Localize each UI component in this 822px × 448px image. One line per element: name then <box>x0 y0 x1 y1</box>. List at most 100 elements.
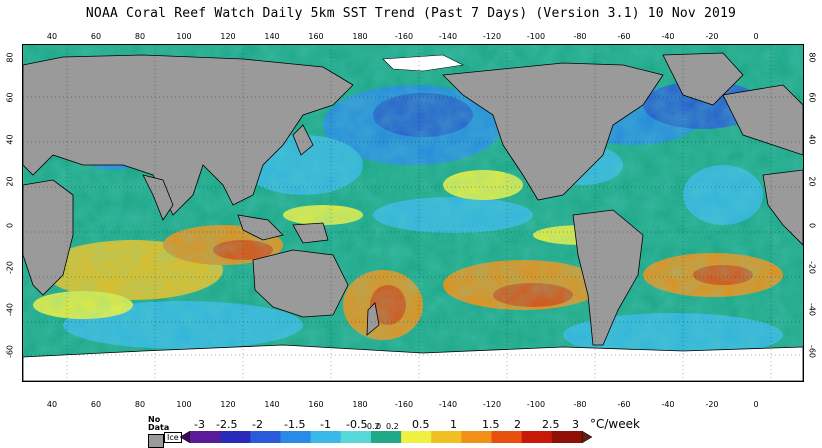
colorbar-segment <box>461 431 493 443</box>
lat-tick-label: -60 <box>807 344 817 359</box>
south-america <box>572 209 644 346</box>
lon-tick-label: -120 <box>482 32 502 41</box>
no-data-label-line1: No <box>148 415 161 424</box>
lon-tick-label: -100 <box>526 32 546 41</box>
lon-tick-label: 140 <box>264 400 280 409</box>
japan <box>292 124 314 156</box>
colorbar-segment <box>551 431 583 443</box>
colorbar-tick-label: 0.2 <box>386 422 399 431</box>
colorbar-segment <box>310 431 342 443</box>
lat-tick-label: -20 <box>807 260 817 275</box>
lon-tick-label: -160 <box>394 32 414 41</box>
lon-tick-label: 60 <box>90 32 102 41</box>
colorbar-segment <box>190 431 221 443</box>
colorbar-segment <box>491 431 523 443</box>
lat-tick-label: 20 <box>807 176 817 187</box>
lat-tick-label: 40 <box>807 134 817 145</box>
lon-tick-label: 40 <box>46 400 58 409</box>
map-title: NOAA Coral Reef Watch Daily 5km SST Tren… <box>85 6 737 21</box>
lon-tick-label: 40 <box>46 32 58 41</box>
colorbar-max-arrow <box>581 431 592 443</box>
map-canvas <box>23 45 803 381</box>
sea-ice-arctic <box>382 54 464 72</box>
colorbar-segment <box>250 431 281 443</box>
africa <box>23 179 74 296</box>
lon-tick-label: -60 <box>617 400 631 409</box>
lat-tick-label: 80 <box>807 52 817 63</box>
colorbar-tick-label: 0 <box>376 422 382 431</box>
lat-tick-label: -20 <box>5 260 15 275</box>
lon-tick-label: -100 <box>526 400 546 409</box>
lon-tick-label: 120 <box>220 32 236 41</box>
colorbar-tick-label: -2.5 <box>216 418 238 431</box>
lat-tick-label: 40 <box>5 134 15 145</box>
lon-tick-label: 140 <box>264 32 280 41</box>
colorbar-tick-label: 2.5 <box>542 418 560 431</box>
lon-tick-label: -140 <box>438 400 458 409</box>
colorbar-segment <box>220 431 251 443</box>
lat-tick-label: 60 <box>5 92 15 103</box>
lat-tick-label: 0 <box>5 222 15 229</box>
colorbar-tick-label: 1.5 <box>482 418 500 431</box>
graticule <box>23 45 803 381</box>
lon-tick-label: -60 <box>617 32 631 41</box>
colorbar-segment <box>370 431 402 443</box>
colorbar-segment <box>340 431 372 443</box>
eurasia <box>23 54 354 216</box>
lon-tick-label: 80 <box>134 32 146 41</box>
lat-tick-label: 0 <box>807 222 817 229</box>
lon-tick-label: -40 <box>661 32 675 41</box>
india <box>142 174 174 221</box>
colorbar-segment <box>431 431 462 443</box>
lon-tick-label: 100 <box>176 32 192 41</box>
lon-tick-label: 180 <box>352 400 368 409</box>
lat-tick-label: 80 <box>5 52 15 63</box>
colorbar-unit: °C/week <box>590 417 640 431</box>
lon-tick-label: -80 <box>573 32 587 41</box>
indonesia <box>237 214 284 241</box>
lon-tick-label: -120 <box>482 400 502 409</box>
lon-tick-label: -20 <box>705 32 719 41</box>
lat-tick-label: -60 <box>5 344 15 359</box>
lon-tick-label: -140 <box>438 32 458 41</box>
lon-tick-label: 160 <box>308 32 324 41</box>
colorbar-segment <box>401 431 432 443</box>
colorbar-segment <box>280 431 312 443</box>
colorbar-tick-label: 0.5 <box>412 418 430 431</box>
lat-tick-label: -40 <box>807 302 817 317</box>
colorbar-tick-label: 1 <box>450 418 457 431</box>
lon-tick-label: -160 <box>394 400 414 409</box>
lon-tick-label: -20 <box>705 400 719 409</box>
lon-tick-label: 160 <box>308 400 324 409</box>
lon-tick-label: 60 <box>90 400 102 409</box>
lon-tick-label: 0 <box>753 400 759 409</box>
europe <box>722 84 803 156</box>
no-data-legend: No Data <box>148 415 170 448</box>
lon-tick-label: 180 <box>352 32 368 41</box>
colorbar-tick-label: -1.5 <box>284 418 306 431</box>
australia <box>252 249 349 318</box>
landmasses <box>23 52 803 346</box>
lon-tick-label: -40 <box>661 400 675 409</box>
lon-tick-label: 0 <box>753 32 759 41</box>
west-africa <box>762 169 803 246</box>
lat-tick-label: 20 <box>5 176 15 187</box>
colorbar-tick-label: 3 <box>572 418 579 431</box>
colorbar <box>180 431 592 443</box>
lat-tick-label: -40 <box>5 302 15 317</box>
colorbar-tick-label: -3 <box>194 418 205 431</box>
lat-tick-label: 60 <box>807 92 817 103</box>
lon-tick-label: 80 <box>134 400 146 409</box>
no-data-label-line2: Data <box>148 423 170 432</box>
no-data-swatch <box>148 434 164 448</box>
sea-ice-antarctic <box>23 344 803 381</box>
new-zealand <box>366 302 380 336</box>
colorbar-min-arrow <box>180 431 191 443</box>
colorbar-tick-label: -2 <box>252 418 263 431</box>
colorbar-tick-label: 2 <box>514 418 521 431</box>
new-guinea <box>292 222 329 244</box>
colorbar-tick-label: -0.2 <box>364 422 380 431</box>
colorbar-segment <box>521 431 553 443</box>
sst-trend-map <box>22 44 804 382</box>
lon-tick-label: 120 <box>220 400 236 409</box>
